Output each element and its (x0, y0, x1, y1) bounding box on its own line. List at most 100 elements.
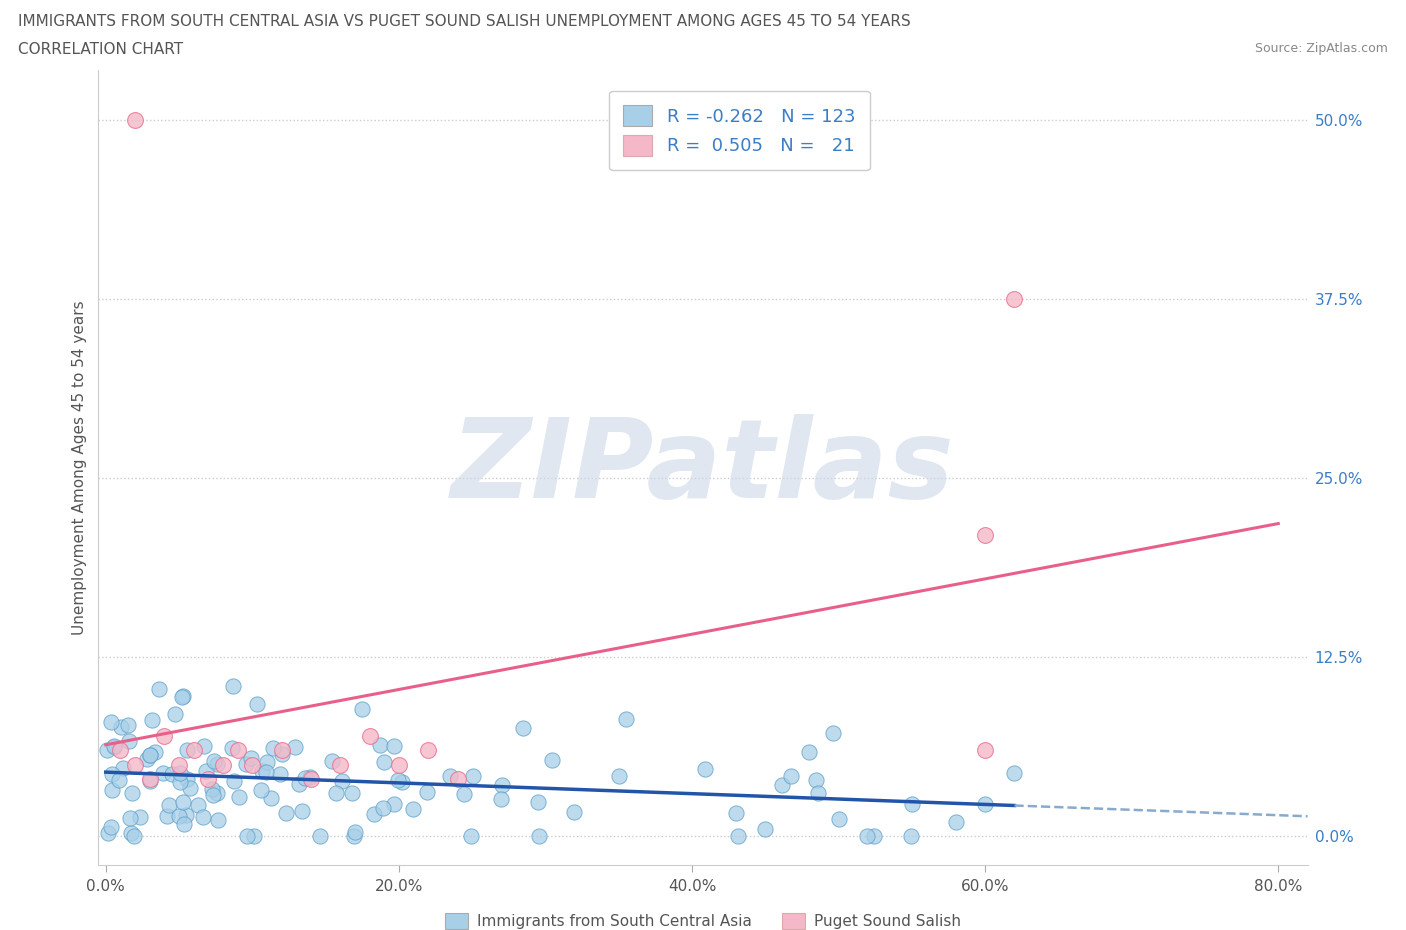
Point (299, 769, 322, 784)
Point (169, 775, 191, 790)
Point (254, 764, 277, 779)
Point (117, 718, 139, 733)
Point (100, 820, 122, 835)
Point (156, 809, 179, 824)
Point (974, 528, 997, 543)
Point (527, 794, 550, 809)
Point (235, 756, 257, 771)
Point (614, 711, 637, 726)
Point (250, 782, 273, 797)
Point (121, 786, 143, 801)
Point (236, 829, 259, 844)
Point (270, 743, 292, 758)
Point (343, 825, 366, 840)
Point (827, 812, 849, 827)
Point (167, 757, 190, 772)
Point (863, 829, 886, 844)
Point (100, 715, 122, 730)
Point (363, 806, 385, 821)
Point (110, 720, 132, 735)
Point (205, 786, 228, 801)
Point (124, 757, 146, 772)
Point (388, 757, 411, 772)
Point (402, 802, 425, 817)
Point (1004, 291, 1026, 306)
Point (222, 774, 245, 789)
Point (103, 739, 125, 754)
Point (807, 786, 830, 801)
Point (329, 757, 352, 772)
Point (153, 728, 176, 743)
Point (446, 772, 468, 787)
Point (129, 810, 152, 825)
Point (901, 796, 924, 811)
Point (269, 766, 291, 781)
Point (239, 751, 262, 765)
Point (148, 682, 170, 697)
Point (165, 707, 187, 722)
Point (124, 829, 146, 844)
Point (321, 753, 343, 768)
Point (387, 773, 409, 788)
Point (179, 780, 201, 795)
Point (284, 740, 307, 755)
Point (191, 809, 214, 824)
Point (194, 764, 217, 778)
Point (207, 813, 229, 828)
Point (291, 804, 314, 818)
Point (174, 807, 197, 822)
Point (439, 769, 461, 784)
Point (170, 690, 193, 705)
Point (974, 796, 997, 811)
Point (342, 786, 364, 801)
Point (256, 755, 278, 770)
Point (169, 765, 191, 780)
Point (382, 796, 405, 811)
Point (118, 734, 141, 749)
Point (270, 747, 292, 762)
Point (176, 772, 198, 787)
Point (527, 829, 550, 844)
Point (343, 829, 366, 844)
Point (418, 743, 440, 758)
Point (299, 772, 322, 787)
Point (382, 738, 405, 753)
Point (945, 815, 967, 830)
Point (124, 113, 146, 127)
Point (172, 794, 194, 809)
Point (727, 829, 749, 844)
Point (96, 742, 118, 757)
Point (540, 752, 562, 767)
Point (145, 744, 167, 759)
Point (197, 772, 219, 787)
Point (512, 720, 534, 735)
Point (276, 805, 298, 820)
Point (152, 765, 174, 780)
Point (138, 772, 160, 787)
Point (308, 829, 330, 844)
Point (368, 737, 391, 752)
Point (607, 768, 630, 783)
Point (139, 748, 162, 763)
Point (172, 688, 194, 703)
Text: ZIPatlas: ZIPatlas (451, 414, 955, 521)
Point (183, 743, 205, 758)
Point (202, 788, 225, 803)
Point (205, 757, 228, 772)
Point (110, 743, 132, 758)
Point (287, 777, 309, 791)
Point (193, 738, 215, 753)
Point (371, 801, 394, 816)
Point (900, 829, 922, 844)
Point (228, 790, 250, 804)
Point (724, 805, 747, 820)
Point (416, 785, 439, 800)
Point (111, 760, 134, 775)
Point (359, 728, 381, 743)
Point (1004, 765, 1026, 780)
Point (391, 775, 413, 790)
Point (108, 773, 131, 788)
Point (693, 762, 716, 777)
Point (240, 757, 263, 772)
Point (101, 766, 124, 781)
